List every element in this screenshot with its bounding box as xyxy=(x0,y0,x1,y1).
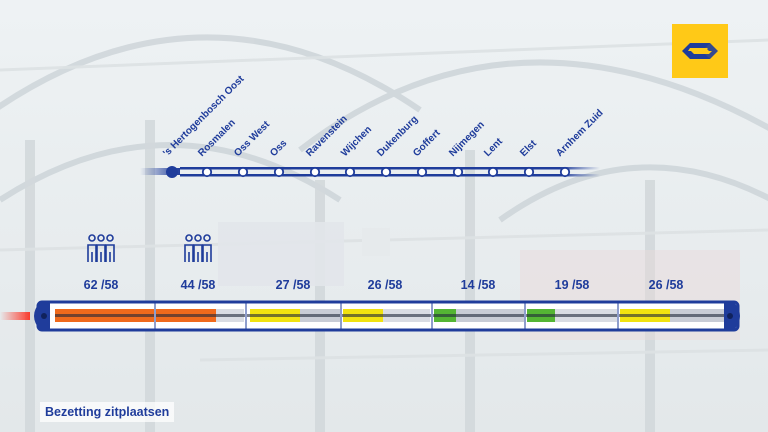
coach-occupancy-label: 19 /58 xyxy=(554,278,590,292)
coach-occupancy-label: 14 /58 xyxy=(460,278,496,292)
route-line-top xyxy=(180,167,560,170)
station-stop-marker xyxy=(523,166,535,178)
station-stop-marker xyxy=(452,166,464,178)
coach-occupancy-label: 26 /58 xyxy=(648,278,684,292)
train-rear-light xyxy=(0,312,30,320)
station-stop-marker xyxy=(237,166,249,178)
route-traveled-segment xyxy=(140,168,180,175)
people-group-icon xyxy=(181,232,215,271)
station-stop-marker xyxy=(487,166,499,178)
route-line-bottom xyxy=(180,174,560,177)
current-station-marker xyxy=(166,166,178,178)
station-stop-marker xyxy=(559,166,571,178)
seat-occupancy-caption: Bezetting zitplaatsen xyxy=(40,402,175,422)
coach-occupancy-label: 26 /58 xyxy=(367,278,403,292)
coach-occupancy-label: 62 /58 xyxy=(83,278,119,292)
ns-logo xyxy=(672,24,728,78)
station-stop-marker xyxy=(416,166,428,178)
station-stop-marker xyxy=(344,166,356,178)
people-group-icon xyxy=(84,232,118,271)
ns-logo-icon xyxy=(682,43,718,59)
station-stop-marker xyxy=(380,166,392,178)
station-stop-marker xyxy=(273,166,285,178)
coach-occupancy-label: 27 /58 xyxy=(275,278,311,292)
coach-occupancy-label: 44 /58 xyxy=(180,278,216,292)
station-stop-marker xyxy=(201,166,213,178)
route-map: 's Hertogenbosch Oost Rosmalen Oss West Oss… xyxy=(0,0,768,200)
station-stop-marker xyxy=(309,166,321,178)
train-diagram xyxy=(0,300,740,332)
